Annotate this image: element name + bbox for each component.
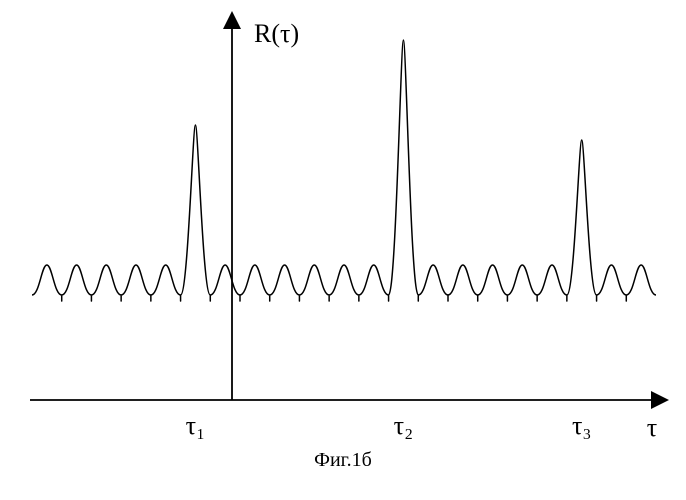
y-axis-label: R(τ) [254, 19, 299, 48]
x-tick-label-tau1: τ₁ [186, 411, 206, 440]
autocorrelation-chart: R(τ) τ τ₁ τ₂ τ₃ Фиг.1б [0, 0, 686, 500]
x-tick-label-tau2: τ₂ [394, 411, 414, 440]
x-tick-label-tau3: τ₃ [572, 411, 592, 440]
x-axis-label: τ [647, 413, 657, 442]
figure-caption: Фиг.1б [314, 449, 372, 471]
